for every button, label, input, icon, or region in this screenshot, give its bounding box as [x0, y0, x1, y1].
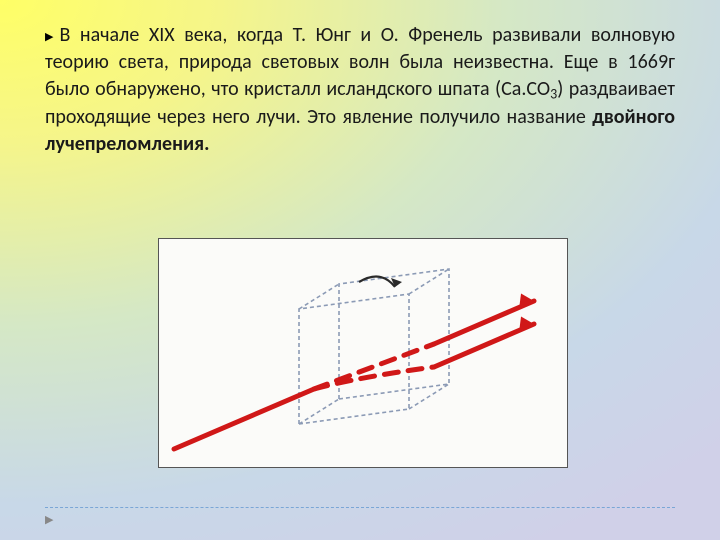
corner-marker-icon: ▶: [45, 513, 53, 526]
body-text: ▶ В начале XIX века, когда Т. Юнг и О. Фр…: [45, 22, 675, 158]
refracted-rays: [314, 344, 434, 389]
diagram-svg: [159, 239, 569, 469]
bullet-icon: ▶: [45, 30, 53, 45]
para-line-1: В начале XIX века, когда Т. Юнг и О. Фре…: [59, 23, 482, 47]
rotation-arrow-icon: [359, 277, 402, 287]
incoming-ray: [174, 389, 314, 449]
dashed-divider: [45, 507, 675, 508]
birefringence-diagram: [158, 238, 568, 468]
